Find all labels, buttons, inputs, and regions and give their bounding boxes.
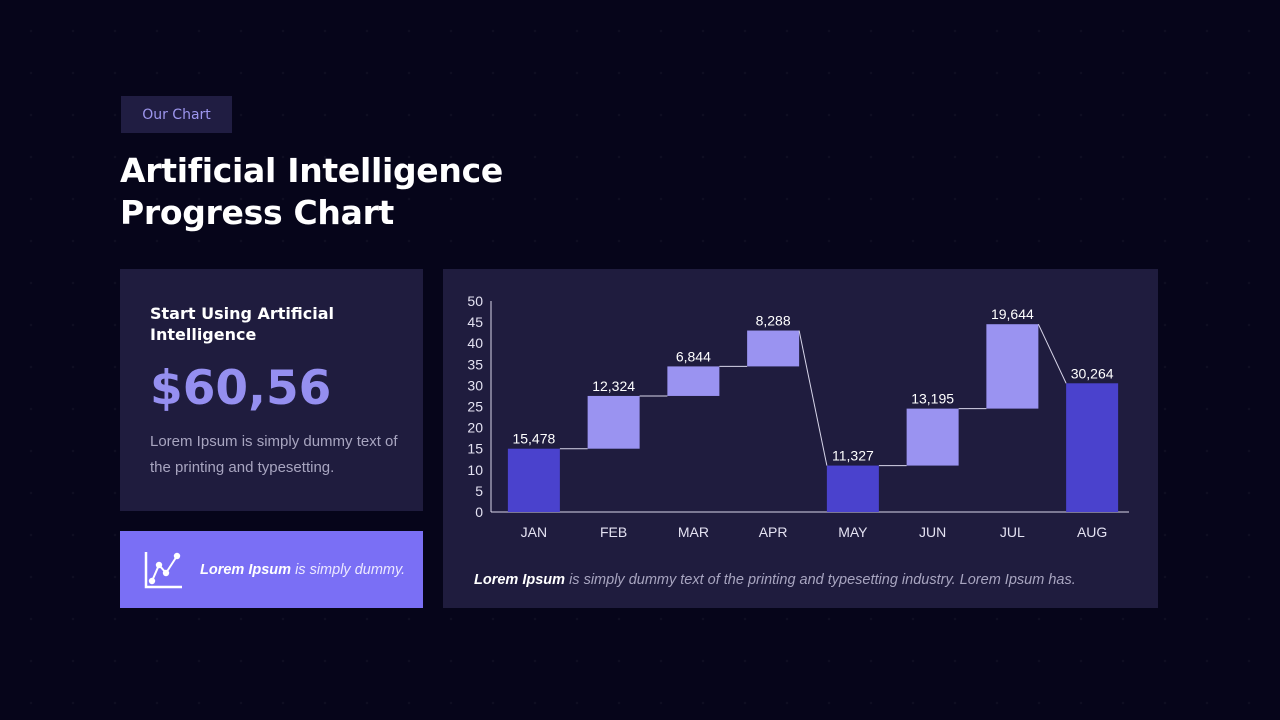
chart-card: 0 5 10 15 20 25 30 35 40 45 50 15,478 JAN 12,324 FEB 6,…	[443, 269, 1158, 608]
x-tick-label: MAR	[678, 524, 709, 540]
data-label: 13,195	[911, 391, 954, 407]
data-label: 6,844	[676, 348, 711, 364]
data-label: 12,324	[592, 378, 635, 394]
x-tick-label: MAY	[838, 524, 868, 540]
title-line-1: Artificial Intelligence	[120, 151, 503, 190]
bar-jan	[507, 448, 560, 512]
cta-text-bold: Lorem Ipsum	[200, 561, 292, 578]
data-label: 8,288	[756, 313, 791, 329]
data-label: 30,264	[1071, 365, 1114, 381]
bar-jun	[906, 408, 959, 466]
x-tick-label: JAN	[521, 524, 547, 540]
chart-caption-bold: Lorem Ipsum	[474, 572, 566, 588]
bar-jul	[986, 324, 1039, 409]
y-tick-label: 30	[467, 377, 483, 393]
x-tick-label: APR	[759, 524, 788, 540]
y-tick-label: 40	[467, 335, 483, 351]
line-chart-icon	[144, 551, 182, 588]
bar-may	[826, 465, 879, 512]
waterfall-chart: 0 5 10 15 20 25 30 35 40 45 50 15,478 JAN 12,324 FEB 6,…	[467, 293, 1129, 540]
bar-apr	[747, 330, 800, 367]
x-tick-label: AUG	[1077, 524, 1107, 540]
y-tick-label: 45	[467, 314, 483, 330]
y-tick-label: 10	[467, 462, 483, 478]
y-tick-label: 20	[467, 420, 483, 436]
y-tick-label: 0	[475, 504, 483, 520]
chart-caption-rest: is simply dummy text of the printing and…	[565, 572, 1076, 588]
stat-card-value: $60,56	[150, 361, 332, 416]
y-tick-label: 35	[467, 356, 483, 372]
cta-text-rest: is simply dummy.	[291, 561, 406, 578]
bar-feb	[587, 395, 640, 449]
x-tick-label: FEB	[600, 524, 627, 540]
bar-mar	[667, 366, 720, 396]
y-tick-label: 25	[467, 399, 483, 415]
y-tick-label: 15	[467, 441, 483, 457]
stat-card: Start Using Artificial Intelligence $60,…	[120, 269, 423, 511]
y-tick-label: 5	[475, 483, 483, 499]
x-tick-label: JUN	[919, 524, 946, 540]
bar-aug	[1066, 383, 1119, 512]
title-line-2: Progress Chart	[120, 193, 395, 232]
y-tick-label: 50	[467, 293, 483, 309]
page-title: Artificial Intelligence Progress Chart	[120, 150, 503, 234]
connector-line	[798, 330, 828, 466]
cta-banner[interactable]: Lorem Ipsum is simply dummy.	[120, 531, 423, 608]
cta-text: Lorem Ipsum is simply dummy.	[200, 562, 405, 578]
data-label: 15,478	[512, 431, 555, 447]
x-tick-label: JUL	[1000, 524, 1025, 540]
data-label: 11,327	[832, 448, 874, 464]
connector-line	[1037, 323, 1067, 384]
stat-card-subtitle: Start Using Artificial Intelligence	[150, 304, 335, 344]
data-label: 19,644	[991, 306, 1034, 322]
section-tag: Our Chart	[121, 96, 232, 133]
chart-caption: Lorem Ipsum is simply dummy text of the …	[474, 572, 1076, 588]
stat-card-description: Lorem Ipsum is simply dummy text of the …	[150, 433, 398, 476]
